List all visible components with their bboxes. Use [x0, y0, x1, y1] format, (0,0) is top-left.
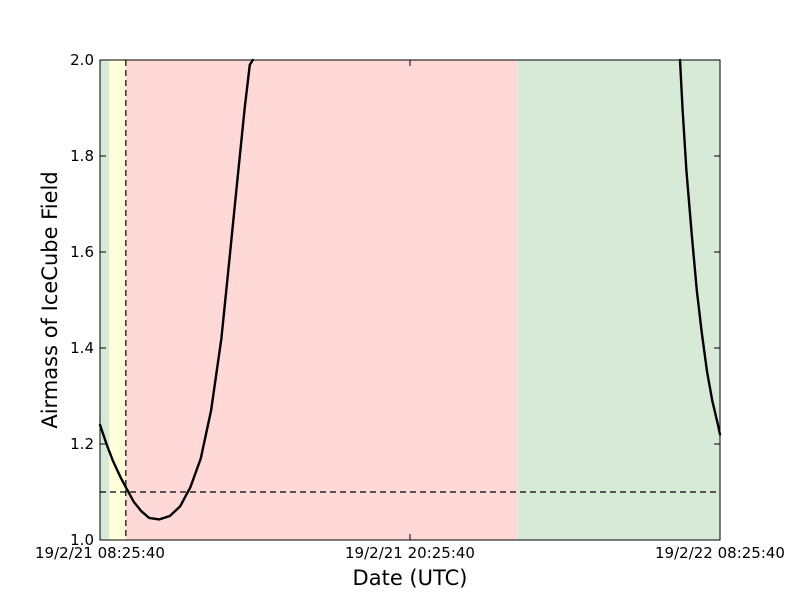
x-tick-label: 19/2/22 08:25:40 [655, 544, 785, 562]
y-tick-label: 1.4 [70, 339, 94, 357]
bands-layer [100, 60, 720, 540]
series-layer [98, 58, 722, 521]
x-axis-label: Date (UTC) [353, 566, 468, 590]
airmass-curve-segment-0 [98, 58, 255, 521]
y-tick-label: 1.6 [70, 243, 94, 261]
y-tick-label: 1.2 [70, 435, 94, 453]
y-tick-label: 1.0 [70, 531, 94, 549]
background-band-1 [109, 60, 126, 540]
x-tick-label: 19/2/21 20:25:40 [345, 544, 475, 562]
x-tick-label: 19/2/21 08:25:40 [35, 544, 165, 562]
background-band-3 [517, 60, 720, 540]
airmass-curve-segment-1 [678, 58, 722, 436]
background-band-2 [125, 60, 518, 540]
y-axis-label: Airmass of IceCube Field [38, 171, 62, 428]
y-tick-label: 2.0 [70, 51, 94, 69]
reference-lines-layer [100, 60, 720, 540]
y-tick-label: 1.8 [70, 147, 94, 165]
background-band-0 [100, 60, 110, 540]
ticks-layer: 1.0 1.2 1.4 1.6 1.8 2.0 19/2/21 08:25:40 19/2/2… [35, 51, 785, 562]
